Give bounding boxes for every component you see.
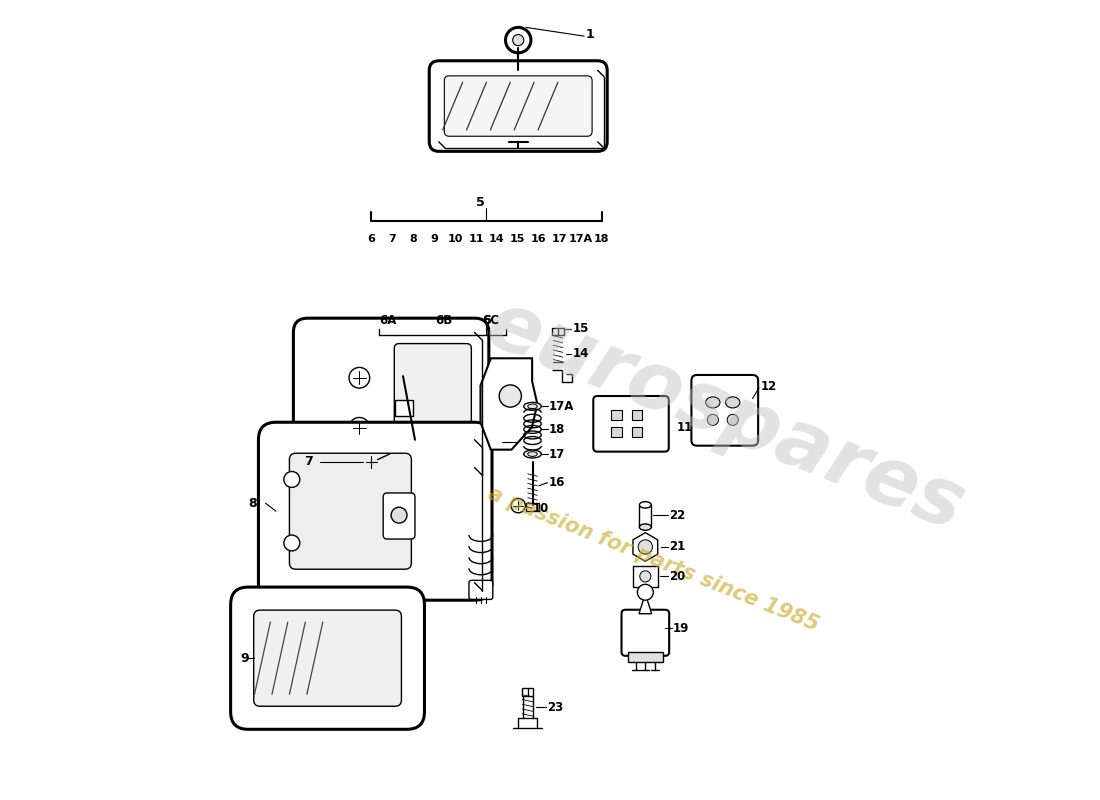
Circle shape bbox=[506, 27, 531, 53]
FancyBboxPatch shape bbox=[692, 375, 758, 446]
FancyBboxPatch shape bbox=[469, 580, 493, 599]
Circle shape bbox=[284, 535, 300, 551]
Text: 11: 11 bbox=[676, 422, 693, 434]
Bar bbox=[631, 410, 642, 420]
Ellipse shape bbox=[528, 404, 537, 409]
Circle shape bbox=[512, 498, 526, 513]
Bar bbox=[632, 566, 658, 586]
Text: 17A: 17A bbox=[569, 234, 593, 244]
Text: 6: 6 bbox=[367, 234, 375, 244]
FancyBboxPatch shape bbox=[429, 61, 607, 151]
FancyBboxPatch shape bbox=[294, 318, 488, 482]
Text: 17: 17 bbox=[549, 447, 564, 461]
Circle shape bbox=[637, 584, 653, 600]
Text: 7: 7 bbox=[304, 455, 312, 469]
FancyBboxPatch shape bbox=[254, 610, 402, 706]
Polygon shape bbox=[639, 594, 651, 614]
FancyBboxPatch shape bbox=[383, 493, 415, 539]
Text: 1: 1 bbox=[586, 28, 594, 41]
Bar bbox=[612, 410, 621, 420]
Text: 10: 10 bbox=[532, 502, 549, 514]
Text: 14: 14 bbox=[572, 347, 588, 361]
FancyBboxPatch shape bbox=[231, 587, 425, 730]
Text: 6B: 6B bbox=[434, 314, 452, 327]
Text: 18: 18 bbox=[549, 423, 564, 436]
Text: 19: 19 bbox=[673, 622, 690, 634]
FancyBboxPatch shape bbox=[289, 454, 411, 570]
Bar bbox=[639, 505, 651, 527]
Text: 17A: 17A bbox=[549, 400, 574, 413]
Ellipse shape bbox=[528, 452, 537, 457]
FancyBboxPatch shape bbox=[258, 422, 492, 600]
Text: 20: 20 bbox=[669, 570, 685, 583]
Circle shape bbox=[363, 454, 379, 470]
Text: 17: 17 bbox=[552, 234, 568, 244]
Ellipse shape bbox=[524, 402, 541, 410]
Text: 6: 6 bbox=[482, 314, 491, 327]
FancyBboxPatch shape bbox=[621, 610, 669, 656]
Text: a passion for parts since 1985: a passion for parts since 1985 bbox=[485, 483, 822, 634]
Ellipse shape bbox=[706, 397, 721, 408]
Text: 22: 22 bbox=[669, 509, 685, 522]
Text: 15: 15 bbox=[572, 322, 588, 335]
Text: 5: 5 bbox=[475, 196, 484, 209]
Circle shape bbox=[638, 540, 652, 554]
Ellipse shape bbox=[639, 502, 651, 508]
Bar bbox=[395, 400, 412, 416]
Circle shape bbox=[407, 434, 426, 454]
Ellipse shape bbox=[499, 385, 521, 407]
Circle shape bbox=[707, 414, 718, 426]
Text: 21: 21 bbox=[669, 541, 685, 554]
Text: 23: 23 bbox=[548, 701, 564, 714]
Text: 9: 9 bbox=[430, 234, 438, 244]
Text: 12: 12 bbox=[760, 380, 777, 393]
Text: 8: 8 bbox=[409, 234, 417, 244]
Ellipse shape bbox=[639, 524, 651, 530]
Ellipse shape bbox=[524, 450, 541, 458]
Text: 10: 10 bbox=[448, 234, 463, 244]
Circle shape bbox=[349, 367, 370, 388]
FancyBboxPatch shape bbox=[444, 76, 592, 136]
Text: 16: 16 bbox=[531, 234, 547, 244]
Bar bbox=[631, 427, 642, 438]
Circle shape bbox=[284, 471, 300, 487]
FancyBboxPatch shape bbox=[593, 396, 669, 452]
Circle shape bbox=[513, 34, 524, 46]
Text: 6A: 6A bbox=[379, 314, 397, 327]
Bar bbox=[552, 329, 563, 335]
Text: 11: 11 bbox=[469, 234, 484, 244]
Polygon shape bbox=[632, 533, 658, 562]
Bar bbox=[522, 688, 534, 696]
Text: 6C: 6C bbox=[483, 314, 499, 327]
Bar bbox=[612, 427, 621, 438]
Bar bbox=[526, 503, 539, 511]
Text: 15: 15 bbox=[510, 234, 526, 244]
Text: 9: 9 bbox=[240, 652, 249, 665]
Circle shape bbox=[640, 571, 651, 582]
Circle shape bbox=[349, 418, 370, 438]
Circle shape bbox=[727, 414, 738, 426]
Ellipse shape bbox=[726, 397, 740, 408]
Text: 14: 14 bbox=[490, 234, 505, 244]
Text: eurospares: eurospares bbox=[474, 284, 976, 547]
Text: 18: 18 bbox=[594, 234, 609, 244]
Text: 7: 7 bbox=[388, 234, 396, 244]
Circle shape bbox=[392, 507, 407, 523]
Text: 8: 8 bbox=[249, 497, 256, 510]
Polygon shape bbox=[481, 358, 537, 450]
FancyBboxPatch shape bbox=[394, 343, 472, 457]
Polygon shape bbox=[628, 652, 663, 662]
Text: 16: 16 bbox=[549, 476, 564, 489]
